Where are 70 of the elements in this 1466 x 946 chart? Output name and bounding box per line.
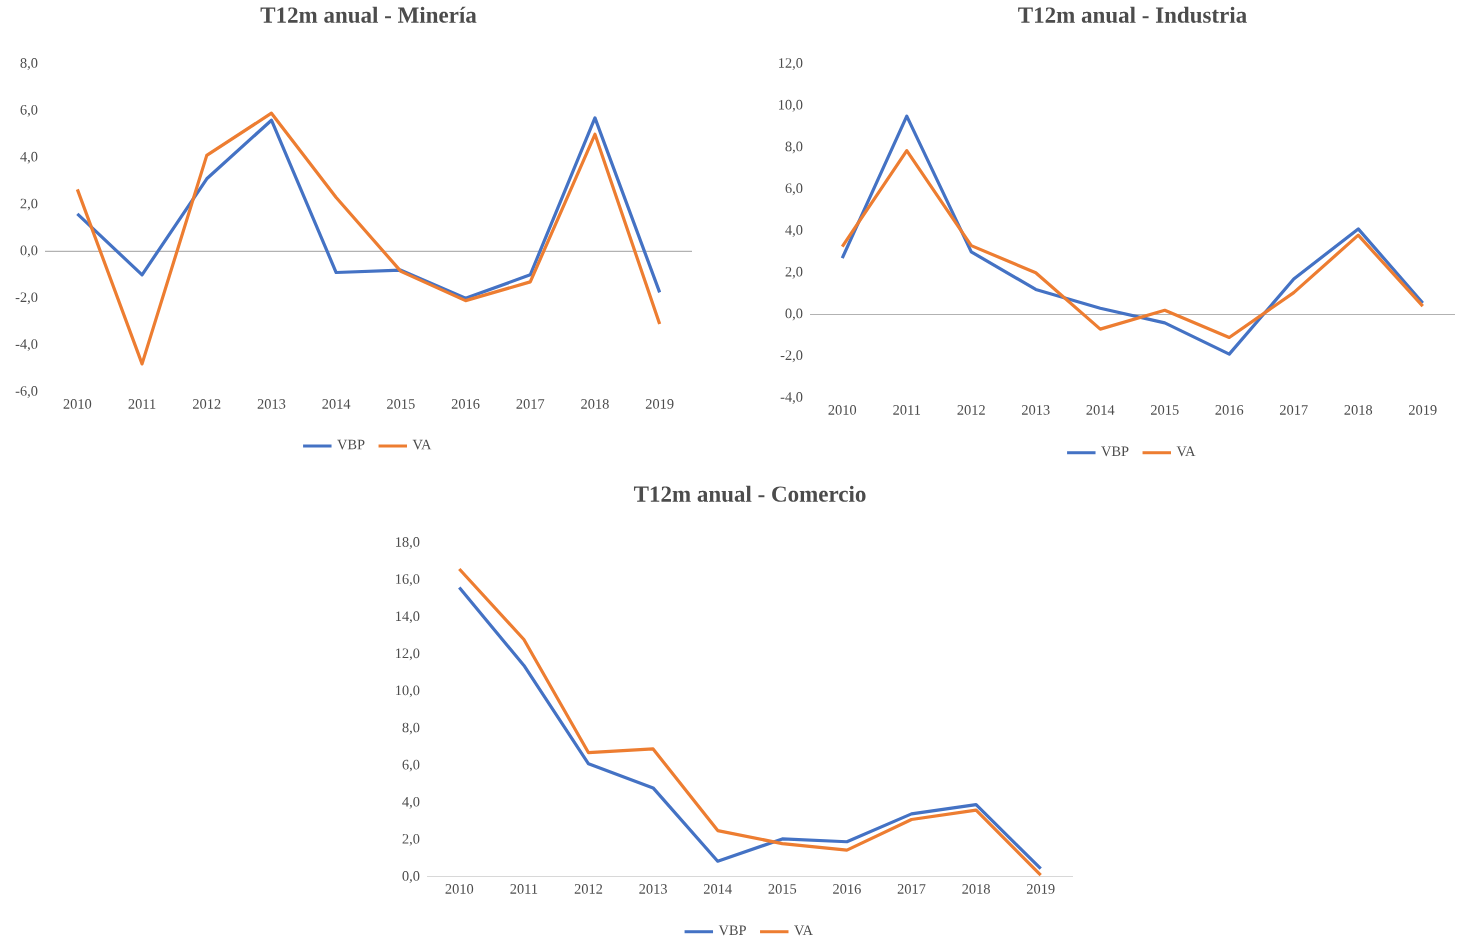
y-tick-label: 6,0 [785, 183, 803, 196]
legend-label: VBP [1101, 446, 1129, 457]
x-tick-label: 2012 [574, 884, 603, 894]
x-tick-label: 2010 [828, 405, 857, 415]
y-tick-label: 8,0 [20, 58, 38, 70]
y-tick-label: 2,0 [785, 266, 803, 279]
x-tick-label: 2015 [768, 884, 797, 894]
y-tick-label: 8,0 [785, 141, 803, 154]
y-tick-label: 18,0 [396, 537, 420, 549]
x-tick-label: 2019 [1408, 405, 1437, 415]
x-tick-label: 2016 [833, 884, 861, 894]
y-tick-label: 4,0 [402, 796, 420, 809]
y-tick-label: 6,0 [20, 104, 38, 117]
x-tick-label: 2014 [322, 399, 351, 409]
y-tick-label: 14,0 [396, 611, 420, 624]
line-series [75, 116, 662, 300]
y-tick-label: 0,0 [20, 245, 38, 258]
y-tick-label: 10,0 [396, 685, 420, 698]
x-tick-label: 2013 [1021, 405, 1050, 415]
y-tick-label: 12,0 [396, 648, 420, 661]
x-tick-label: 2011 [128, 399, 156, 409]
x-tick-label: 2010 [445, 884, 474, 894]
x-tick-label: 2012 [192, 399, 221, 409]
x-tick-label: 2016 [451, 399, 480, 409]
line-series [840, 114, 1425, 356]
x-tick-label: 2013 [639, 884, 667, 894]
line-series [75, 111, 662, 366]
x-tick-label: 2014 [703, 884, 732, 894]
x-tick-label: 2018 [962, 884, 990, 894]
y-tick-label: -2,0 [780, 350, 803, 363]
y-tick-label: -2,0 [15, 292, 38, 305]
x-tick-label: 2019 [1026, 884, 1055, 894]
y-tick-label: 0,0 [785, 308, 803, 321]
x-tick-label: 2010 [63, 399, 92, 409]
x-tick-label: 2017 [1279, 405, 1308, 415]
x-tick-label: 2014 [1086, 405, 1115, 415]
legend-label: VA [1176, 446, 1196, 457]
chart-title: T12m anual - Industria [1018, 6, 1247, 23]
x-tick-label: 2016 [1215, 405, 1244, 415]
y-tick-label: 8,0 [402, 722, 420, 735]
x-tick-label: 2011 [893, 405, 921, 415]
legend-label: VA [412, 439, 432, 450]
y-tick-label: -4,0 [780, 392, 803, 404]
chart-title: T12m anual - Comercio [633, 485, 866, 502]
y-tick-label: 4,0 [785, 225, 803, 237]
x-tick-label: 2018 [1344, 405, 1373, 415]
x-tick-label: 2017 [897, 884, 926, 894]
x-tick-label: 2015 [387, 399, 415, 409]
x-tick-label: 2012 [957, 405, 985, 415]
y-tick-label: 2,0 [402, 833, 420, 846]
y-tick-label: 12,0 [779, 58, 803, 70]
y-tick-label: -6,0 [15, 386, 38, 398]
legend-label: VBP [337, 439, 365, 450]
x-tick-label: 2011 [510, 884, 538, 894]
y-tick-label: 10,0 [779, 99, 803, 112]
y-tick-label: 0,0 [402, 871, 420, 883]
y-tick-label: 2,0 [20, 198, 38, 211]
x-tick-label: 2013 [257, 399, 286, 409]
line-series [840, 149, 1425, 340]
y-tick-label: 16,0 [396, 574, 420, 587]
x-tick-label: 2019 [645, 399, 674, 409]
x-tick-label: 2017 [516, 399, 545, 409]
chart-title: T12m anual - Minería [260, 6, 477, 23]
y-tick-label: 6,0 [402, 759, 420, 772]
legend-label: VBP [718, 925, 746, 936]
y-tick-label: -4,0 [15, 339, 38, 352]
x-tick-label: 2015 [1150, 405, 1179, 415]
legend-label: VA [794, 925, 813, 936]
y-tick-label: 4,0 [20, 151, 38, 164]
x-tick-label: 2018 [581, 399, 609, 409]
